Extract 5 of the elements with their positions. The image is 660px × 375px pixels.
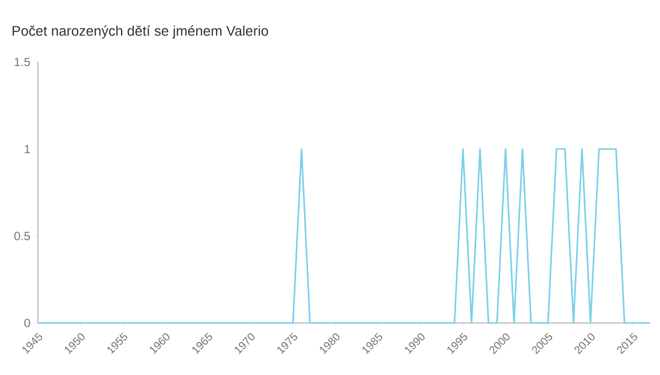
chart-title: Počet narozených dětí se jménem Valerio [12,25,268,39]
y-tick-label: 1.5 [14,58,30,66]
y-tick-label: 0 [24,318,30,328]
y-tick-label: 1 [24,144,30,154]
y-tick-label: 0.5 [14,232,30,240]
